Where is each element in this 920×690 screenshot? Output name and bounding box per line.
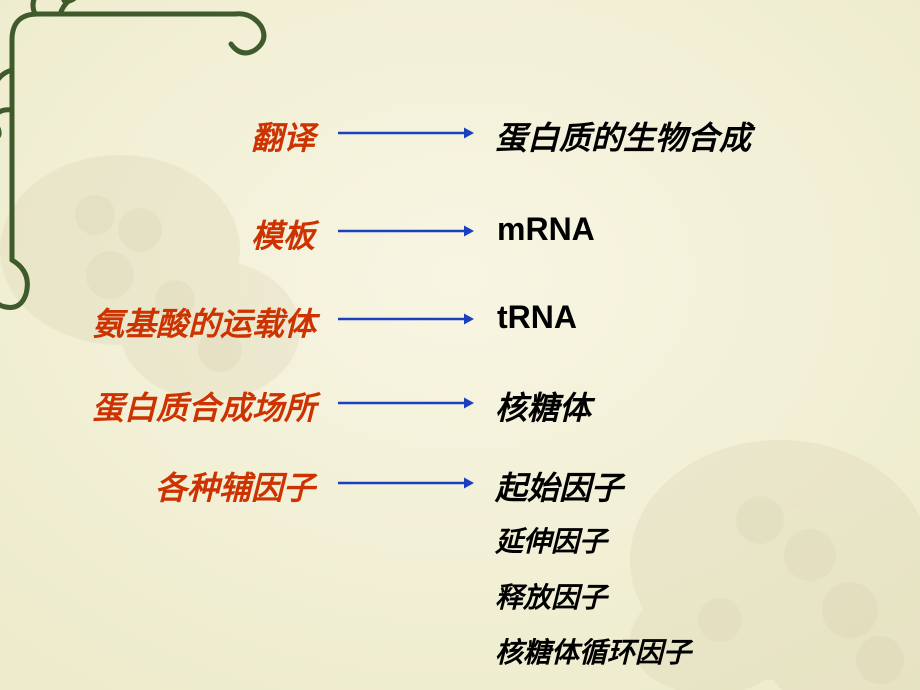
definition-label: mRNA [497,211,595,248]
arrow-container [338,219,474,243]
definition-subitem: 核糖体循环因子 [495,631,691,671]
definition-label: 蛋白质的生物合成 [495,113,751,159]
definition-label: 核糖体 [495,383,591,429]
definition-label: tRNA [497,299,577,336]
concept-row: 翻译 蛋白质的生物合成 [0,113,920,157]
arrow-container [338,121,474,145]
term-label: 各种辅因子 [155,463,315,509]
arrow-icon [338,307,474,331]
arrow-container [338,391,474,415]
term-label: 氨基酸的运载体 [92,299,316,345]
arrow-icon [338,121,474,145]
term-label: 蛋白质合成场所 [92,383,316,429]
arrow-container [338,471,474,495]
concept-row: 各种辅因子 起始因子 [0,463,920,507]
arrow-icon [338,219,474,243]
arrow-icon [338,391,474,415]
term-label: 模板 [251,211,315,257]
concept-row: 蛋白质合成场所 核糖体 [0,383,920,427]
arrow-container [338,307,474,331]
concept-row: 氨基酸的运载体 tRNA [0,299,920,343]
definition-subitem: 延伸因子 [495,520,607,560]
arrow-icon [338,471,474,495]
definition-label: 起始因子 [495,463,623,509]
diagram-content: 翻译 蛋白质的生物合成模板 mRNA 氨基酸的运载体 tRNA 蛋白质合成场所 核糖体各种辅… [0,0,920,690]
definition-subitem: 释放因子 [495,576,607,616]
concept-row: 模板 mRNA [0,211,920,255]
term-label: 翻译 [251,113,315,159]
